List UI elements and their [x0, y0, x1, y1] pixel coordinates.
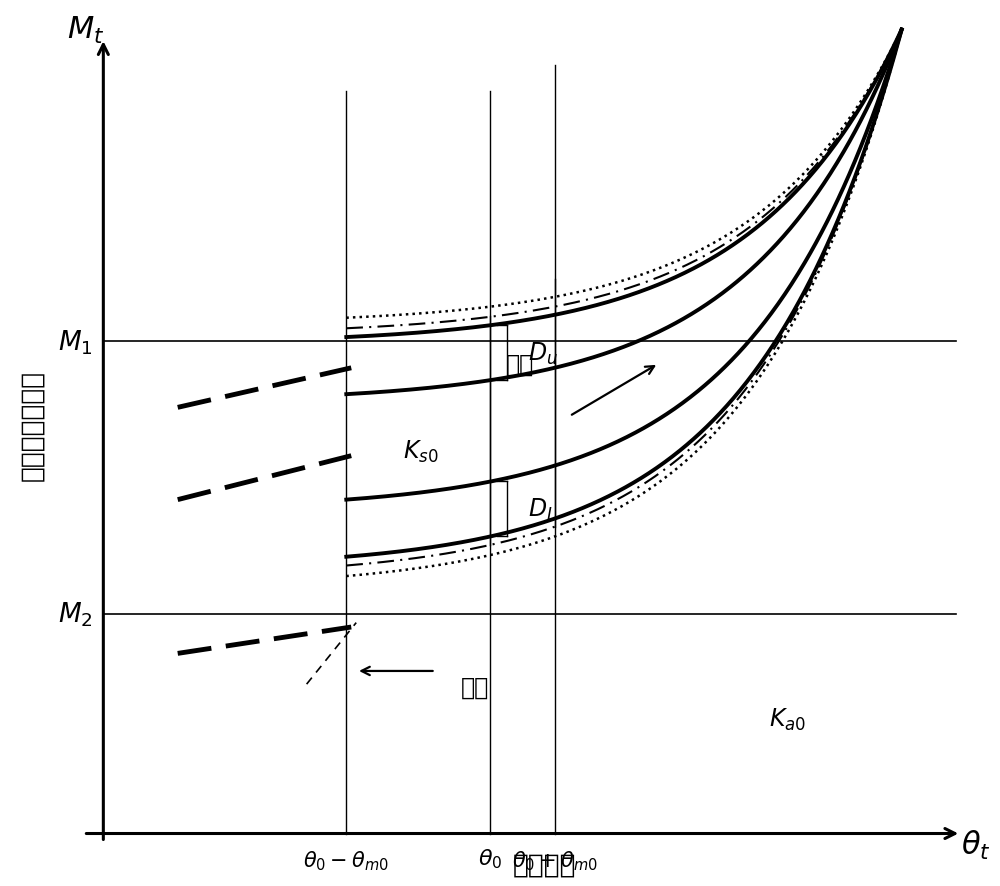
- Text: $M_2$: $M_2$: [58, 600, 93, 628]
- Text: $\theta_0-\theta_{m0}$: $\theta_0-\theta_{m0}$: [303, 848, 389, 872]
- Text: $\theta_0$: $\theta_0$: [478, 846, 502, 870]
- Text: $M_t$: $M_t$: [67, 15, 104, 46]
- Text: 加载: 加载: [506, 352, 534, 376]
- Text: $M_1$: $M_1$: [58, 328, 93, 356]
- Text: $\theta_0+\theta_{m0}$: $\theta_0+\theta_{m0}$: [512, 848, 597, 872]
- Text: 张紧器输出扔矩: 张紧器输出扔矩: [19, 370, 45, 481]
- Text: $\theta_t$: $\theta_t$: [961, 828, 991, 860]
- Text: $K_{s0}$: $K_{s0}$: [403, 439, 438, 465]
- Text: $D_L$: $D_L$: [528, 496, 556, 523]
- Text: 卸载: 卸载: [461, 675, 489, 699]
- Text: $D_u$: $D_u$: [528, 340, 558, 366]
- Text: 转动角度: 转动角度: [513, 851, 576, 877]
- Text: $K_{a0}$: $K_{a0}$: [769, 706, 806, 733]
